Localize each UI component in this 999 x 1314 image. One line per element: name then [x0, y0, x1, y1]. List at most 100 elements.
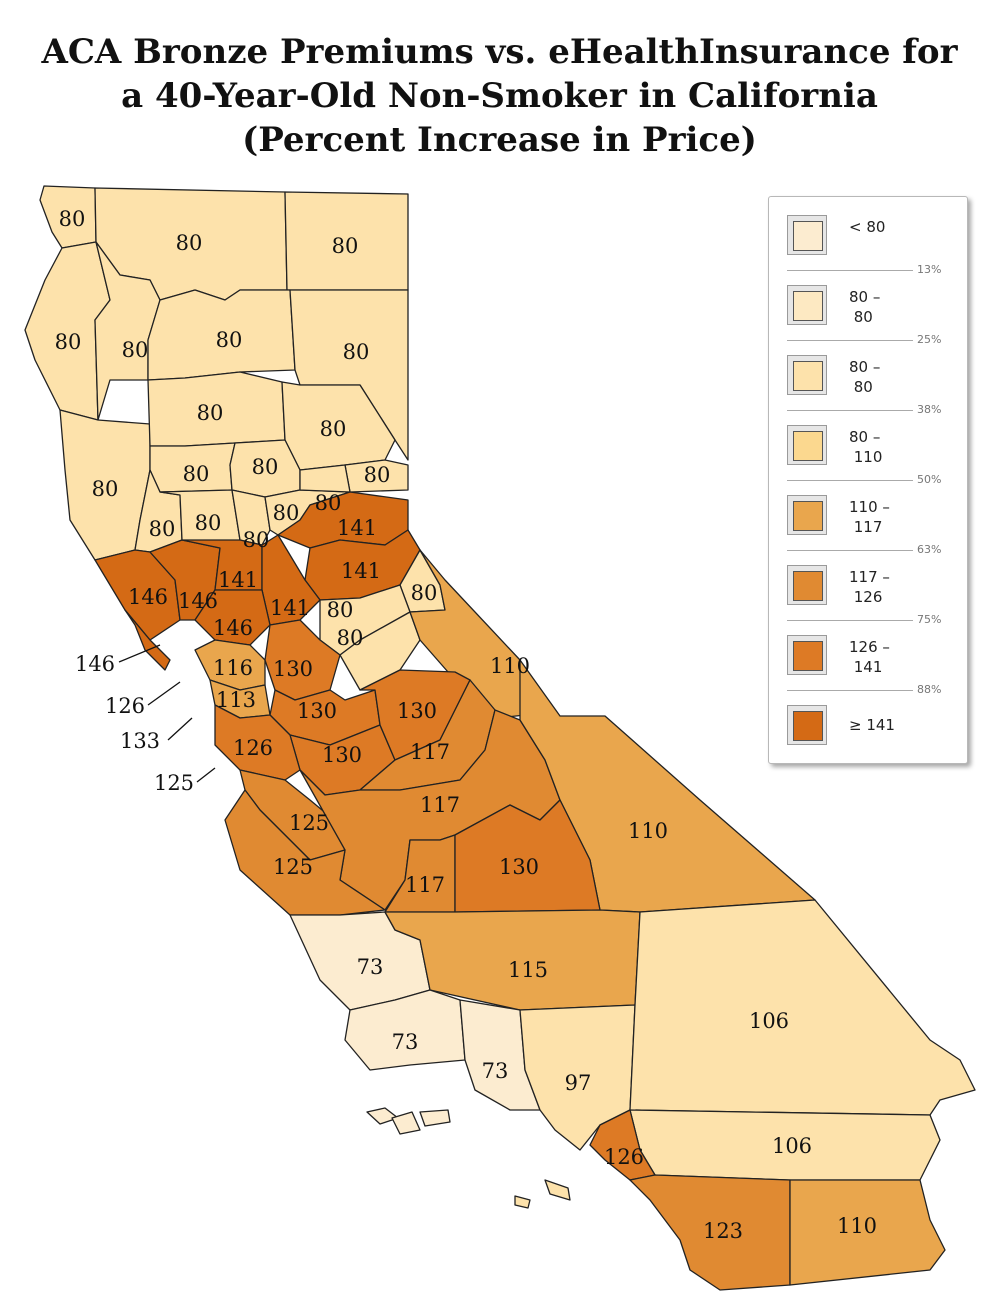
label-siskiyou: 80 [176, 231, 203, 255]
legend-divider [787, 690, 913, 691]
label-kings: 117 [405, 873, 445, 897]
label-santa-cruz: 125 [289, 811, 329, 835]
legend-divider [787, 270, 913, 271]
legend-divider [787, 550, 913, 551]
label-san-joaquin: 130 [273, 657, 313, 681]
label-humboldt: 80 [55, 330, 82, 354]
label-san-bernardino: 106 [749, 1009, 789, 1033]
label-ventura: 73 [482, 1059, 509, 1083]
island-3 [419, 1109, 451, 1127]
legend-item: 80 – 80 [787, 285, 957, 329]
label-nevada: 80 [315, 491, 342, 515]
label-mariposa-north: 80 [337, 626, 364, 650]
county-monterey[interactable] [224, 789, 386, 916]
callout-line-3 [167, 717, 193, 741]
legend-label: ≥ 141 [849, 716, 895, 734]
label-contra-costa: 116 [213, 656, 253, 680]
label-mendocino: 80 [92, 477, 119, 501]
callout-monterey-bay: 125 [154, 771, 194, 795]
label-solano: 146 [213, 616, 253, 640]
county-imperial[interactable] [789, 1179, 946, 1286]
legend-percentile: 25% [917, 333, 942, 346]
county-placer-east[interactable] [299, 464, 351, 493]
callout-san-mateo: 126 [105, 694, 145, 718]
legend-swatch-fill [793, 641, 823, 671]
legend-swatch-fill [793, 291, 823, 321]
map-title: ACA Bronze Premiums vs. eHealthInsurance… [0, 30, 999, 162]
bay-area-callouts: 146 126 133 125 [75, 644, 216, 795]
county-regions [24, 185, 976, 1291]
label-merced: 130 [322, 743, 362, 767]
label-yuba: 80 [273, 501, 300, 525]
island-2 [391, 1111, 421, 1135]
county-san-bernardino[interactable] [629, 899, 976, 1116]
legend-label: < 80 [849, 218, 886, 236]
island-4 [544, 1179, 571, 1201]
legend-swatch-fill [793, 711, 823, 741]
legend-swatch [787, 285, 827, 325]
label-sonoma: 146 [128, 585, 168, 609]
label-trinity: 80 [122, 338, 149, 362]
label-inyo: 110 [628, 819, 668, 843]
label-sacramento: 141 [270, 596, 310, 620]
legend-item: 126 – 141 [787, 635, 957, 679]
label-shasta: 80 [216, 328, 243, 352]
label-los-angeles: 97 [565, 1071, 592, 1095]
island-5 [514, 1195, 531, 1209]
legend-item: 80 – 80 [787, 355, 957, 399]
legend-percentile: 63% [917, 543, 942, 556]
label-monterey: 125 [273, 855, 313, 879]
legend-swatch [787, 705, 827, 745]
label-san-diego: 123 [703, 1219, 743, 1243]
label-orange: 126 [604, 1145, 644, 1169]
label-modoc: 80 [332, 234, 359, 258]
label-tehama: 80 [197, 401, 224, 425]
legend-divider [787, 410, 913, 411]
label-plumas: 80 [320, 417, 347, 441]
county-value-labels: 80 80 80 80 80 80 80 80 80 80 80 80 80 8… [55, 207, 877, 1243]
county-sutter-yuba[interactable] [231, 489, 271, 546]
label-stanislaus: 130 [297, 699, 337, 723]
legend-label: 80 – 80 [849, 288, 881, 326]
label-mono: 110 [490, 654, 530, 678]
title-line-1: ACA Bronze Premiums vs. eHealthInsurance… [41, 32, 958, 72]
label-napa: 146 [178, 589, 218, 613]
legend-percentile: 50% [917, 473, 942, 486]
callout-line-2 [147, 681, 181, 706]
legend-swatch [787, 495, 827, 535]
label-alameda: 113 [216, 688, 256, 712]
legend-label: 110 – 117 [849, 498, 890, 536]
legend-panel: < 80 13% 80 – 80 25% 80 – 80 38% 80 – 11… [768, 196, 968, 764]
legend-swatch-fill [793, 221, 823, 251]
legend-swatch-fill [793, 501, 823, 531]
callout-line-1 [118, 644, 161, 663]
label-slo: 73 [357, 955, 384, 979]
legend-label: 126 – 141 [849, 638, 890, 676]
title-line-3: (Percent Increase in Price) [242, 120, 757, 160]
legend-item: 80 – 110 [787, 425, 957, 469]
label-lassen: 80 [343, 340, 370, 364]
label-colusa: 80 [195, 511, 222, 535]
legend-swatch-fill [793, 431, 823, 461]
legend-percentile: 88% [917, 683, 942, 696]
label-el-dorado: 141 [337, 516, 377, 540]
legend-item: 110 – 117 [787, 495, 957, 539]
legend-label: 80 – 110 [849, 428, 883, 466]
legend-swatch-fill [793, 361, 823, 391]
label-amador: 141 [341, 559, 381, 583]
legend-percentile: 38% [917, 403, 942, 416]
legend-item: 117 – 126 [787, 565, 957, 609]
legend-swatch [787, 565, 827, 605]
callout-san-francisco: 146 [75, 652, 115, 676]
legend-swatch-fill [793, 571, 823, 601]
legend-swatch [787, 355, 827, 395]
county-marin[interactable] [124, 609, 171, 671]
label-riverside: 106 [772, 1134, 812, 1158]
label-yolo: 141 [218, 568, 258, 592]
label-alpine: 80 [411, 581, 438, 605]
legend-label: 117 – 126 [849, 568, 890, 606]
legend-divider [787, 340, 913, 341]
title-line-2: a 40-Year-Old Non-Smoker in California [121, 76, 878, 116]
callout-line-4 [196, 767, 216, 783]
